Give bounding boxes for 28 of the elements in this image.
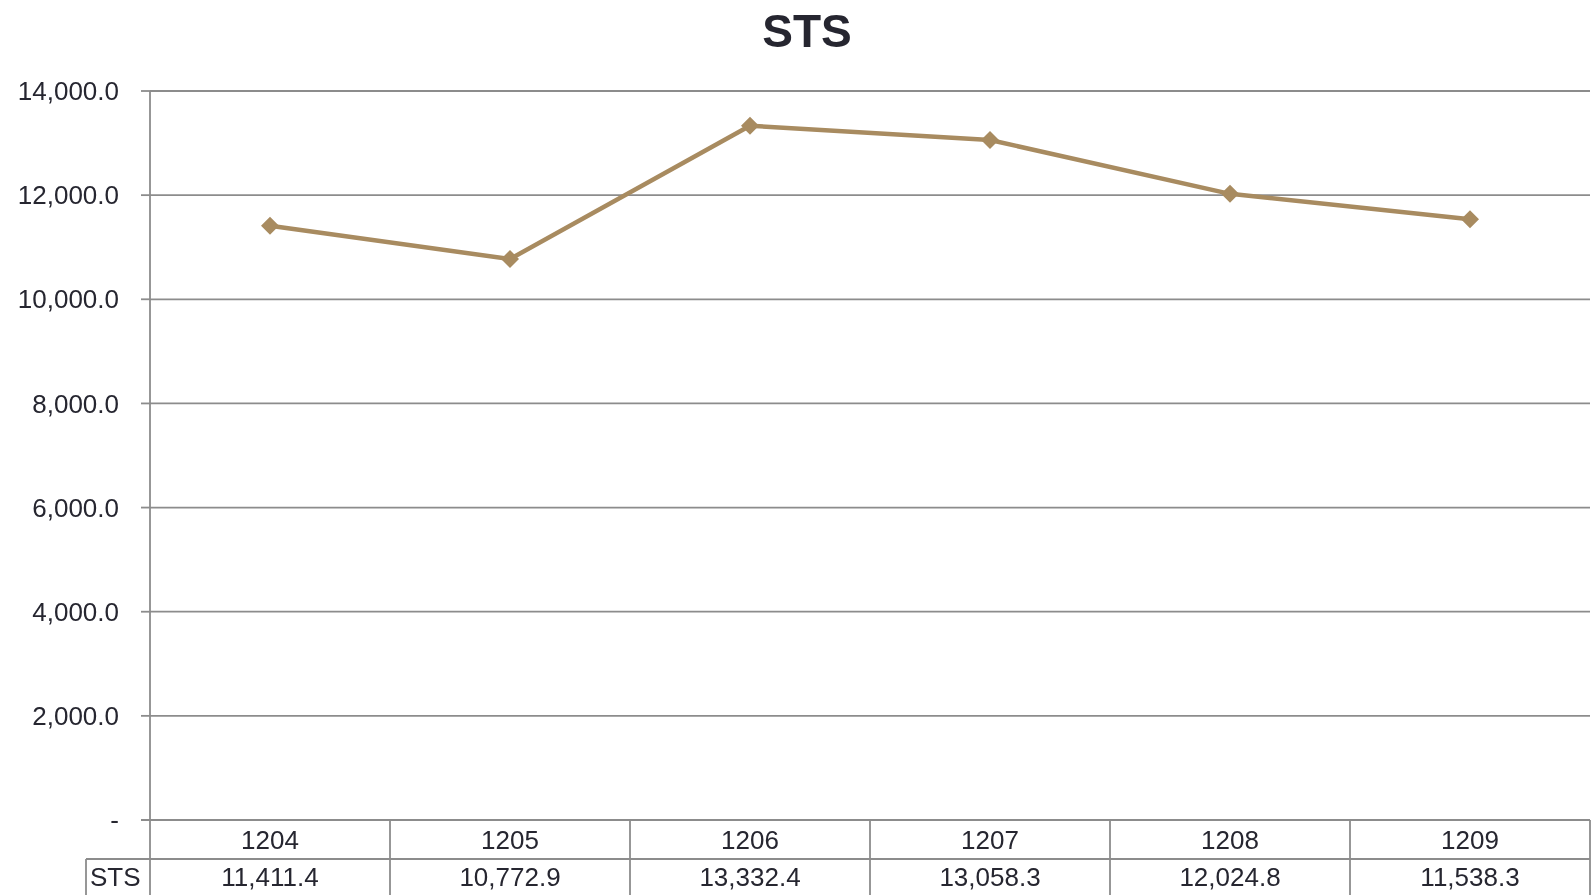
point [1221, 184, 1239, 203]
y-tick-label: - [110, 805, 119, 836]
x-tick-label: 1206 [721, 824, 779, 855]
y-tick-label: 4,000.0 [32, 596, 119, 627]
data-label: 12,024.8 [1179, 862, 1281, 893]
y-tick-label: 14,000.0 [17, 76, 119, 107]
data-label: 13,058.3 [939, 862, 1041, 893]
point [741, 116, 759, 135]
data-label: 11,538.3 [1420, 862, 1520, 893]
x-tick-label: 1208 [1201, 824, 1259, 855]
data-label: 13,332.4 [699, 862, 801, 893]
point [501, 250, 519, 269]
data-label: 11,411.4 [221, 862, 319, 893]
y-tick-label: 2,000.0 [32, 700, 119, 731]
x-tick-label: 1204 [241, 824, 299, 855]
x-tick-label: 1205 [481, 824, 539, 855]
point [261, 216, 279, 235]
y-tick-label: 6,000.0 [32, 492, 119, 523]
text: STS [90, 862, 141, 893]
y-tick-label: 12,000.0 [17, 180, 119, 211]
point [981, 131, 999, 150]
y-tick-label: 8,000.0 [32, 388, 119, 419]
x-tick-label: 1209 [1441, 824, 1499, 855]
x-tick-label: 1207 [961, 824, 1019, 855]
y-tick-label: 10,000.0 [17, 284, 119, 315]
data-label: 10,772.9 [459, 862, 561, 893]
chart-title: STS [762, 5, 852, 57]
point [1461, 210, 1479, 229]
